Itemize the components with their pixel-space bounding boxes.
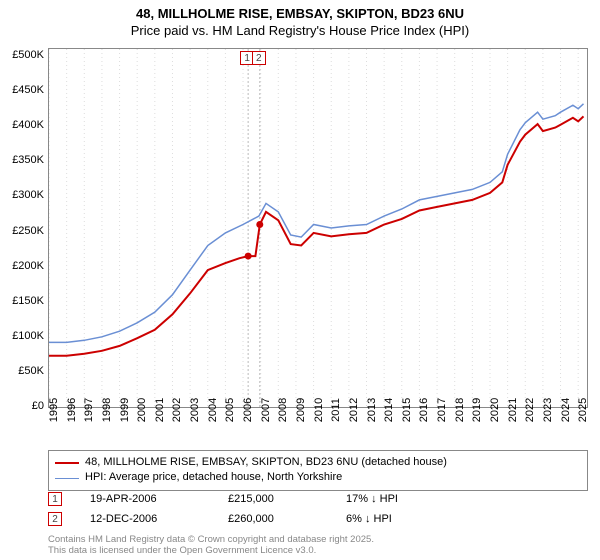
- title-block: 48, MILLHOLME RISE, EMBSAY, SKIPTON, BD2…: [0, 0, 600, 40]
- y-tick-label: £50K: [18, 365, 44, 377]
- transaction-pct-2: 6% ↓ HPI: [346, 513, 426, 525]
- transaction-marker-1: 1: [48, 492, 62, 506]
- x-tick-label: 1999: [119, 398, 131, 422]
- y-tick-label: £100K: [12, 330, 44, 342]
- transaction-marker-2: 2: [48, 512, 62, 526]
- x-tick-label: 2011: [330, 398, 342, 422]
- y-tick-label: £350K: [12, 154, 44, 166]
- footer-line2: This data is licensed under the Open Gov…: [48, 545, 374, 556]
- y-tick-label: £300K: [12, 189, 44, 201]
- down-arrow-icon: ↓: [365, 513, 371, 525]
- x-tick-label: 2018: [454, 398, 466, 422]
- x-tick-label: 2010: [313, 398, 325, 422]
- transaction-date-1: 19-APR-2006: [70, 493, 220, 505]
- x-tick-label: 2015: [401, 398, 413, 422]
- legend-swatch-property: [55, 462, 79, 464]
- legend-item-hpi: HPI: Average price, detached house, Nort…: [55, 470, 581, 485]
- x-tick-label: 2008: [277, 398, 289, 422]
- chart-sale-marker: 2: [252, 51, 266, 65]
- x-tick-label: 2019: [471, 398, 483, 422]
- x-tick-label: 1997: [83, 398, 95, 422]
- transaction-row-2: 2 12-DEC-2006 £260,000 6% ↓ HPI: [48, 512, 588, 526]
- x-tick-label: 2002: [171, 398, 183, 422]
- footer: Contains HM Land Registry data © Crown c…: [48, 534, 374, 557]
- y-tick-label: £400K: [12, 119, 44, 131]
- x-tick-label: 2012: [348, 398, 360, 422]
- y-tick-label: £200K: [12, 260, 44, 272]
- plot-area: [48, 48, 588, 408]
- y-tick-label: £150K: [12, 295, 44, 307]
- legend-swatch-hpi: [55, 478, 79, 479]
- chart-svg: [49, 49, 587, 407]
- title-line1: 48, MILLHOLME RISE, EMBSAY, SKIPTON, BD2…: [0, 6, 600, 23]
- legend-item-property: 48, MILLHOLME RISE, EMBSAY, SKIPTON, BD2…: [55, 455, 581, 470]
- legend: 48, MILLHOLME RISE, EMBSAY, SKIPTON, BD2…: [48, 450, 588, 491]
- y-tick-label: £450K: [12, 84, 44, 96]
- chart-container: 48, MILLHOLME RISE, EMBSAY, SKIPTON, BD2…: [0, 0, 600, 560]
- x-tick-label: 1996: [66, 398, 78, 422]
- x-tick-label: 2004: [207, 398, 219, 422]
- x-tick-label: 2001: [154, 398, 166, 422]
- y-tick-label: £250K: [12, 225, 44, 237]
- down-arrow-icon: ↓: [371, 493, 377, 505]
- transaction-price-2: £260,000: [228, 513, 338, 525]
- x-tick-label: 2016: [418, 398, 430, 422]
- x-tick-label: 2022: [524, 398, 536, 422]
- x-tick-label: 2005: [224, 398, 236, 422]
- transaction-price-1: £215,000: [228, 493, 338, 505]
- x-tick-label: 2017: [436, 398, 448, 422]
- transaction-pct-1: 17% ↓ HPI: [346, 493, 426, 505]
- y-tick-label: £500K: [12, 49, 44, 61]
- x-tick-label: 1998: [101, 398, 113, 422]
- x-tick-label: 2013: [366, 398, 378, 422]
- x-tick-label: 2023: [542, 398, 554, 422]
- y-tick-label: £0: [32, 400, 44, 412]
- x-tick-label: 2003: [189, 398, 201, 422]
- x-tick-label: 2020: [489, 398, 501, 422]
- x-tick-label: 2021: [507, 398, 519, 422]
- x-tick-label: 2007: [260, 398, 272, 422]
- legend-label-property: 48, MILLHOLME RISE, EMBSAY, SKIPTON, BD2…: [85, 455, 447, 470]
- transaction-row-1: 1 19-APR-2006 £215,000 17% ↓ HPI: [48, 492, 588, 506]
- x-tick-label: 2024: [560, 398, 572, 422]
- x-tick-label: 2009: [295, 398, 307, 422]
- footer-line1: Contains HM Land Registry data © Crown c…: [48, 534, 374, 545]
- x-tick-label: 2014: [383, 398, 395, 422]
- transaction-date-2: 12-DEC-2006: [70, 513, 220, 525]
- x-tick-label: 2025: [577, 398, 589, 422]
- x-tick-label: 1995: [48, 398, 60, 422]
- title-line2: Price paid vs. HM Land Registry's House …: [0, 23, 600, 40]
- legend-label-hpi: HPI: Average price, detached house, Nort…: [85, 470, 342, 485]
- x-tick-label: 2006: [242, 398, 254, 422]
- x-tick-label: 2000: [136, 398, 148, 422]
